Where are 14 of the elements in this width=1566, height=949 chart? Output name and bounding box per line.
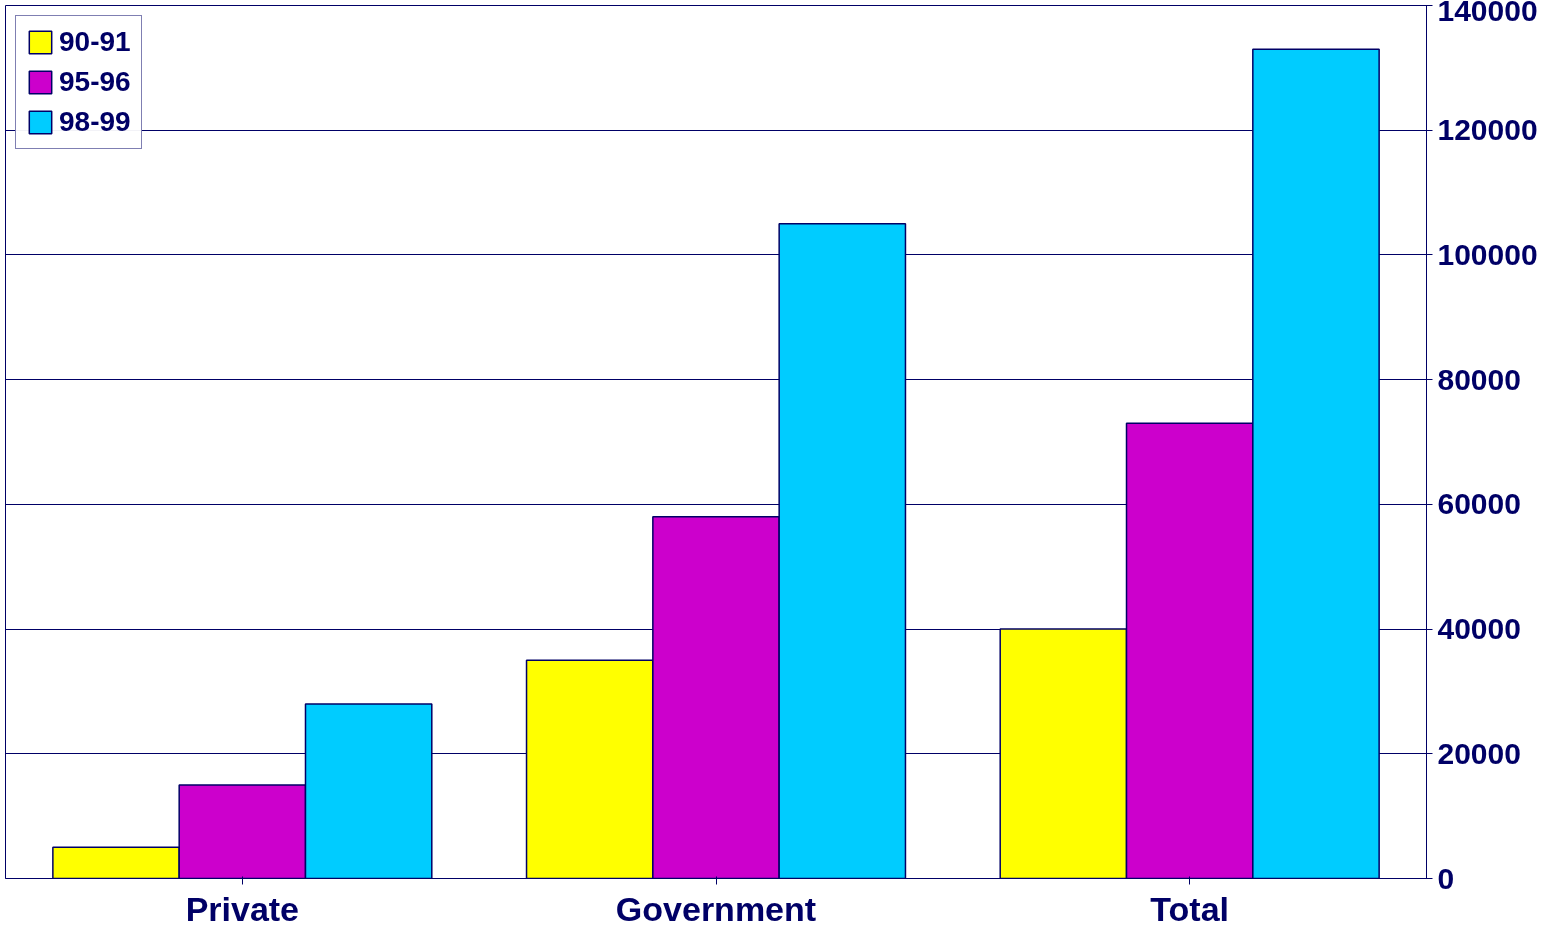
y-tick-label: 20000 bbox=[1437, 736, 1521, 770]
y-tick-label: 0 bbox=[1437, 861, 1455, 895]
legend-label: 98-99 bbox=[59, 106, 131, 138]
legend-label: 95-96 bbox=[59, 66, 131, 98]
x-tick-label: Private bbox=[185, 889, 300, 928]
y-tick-label: 80000 bbox=[1437, 362, 1521, 396]
y-tick-label: 120000 bbox=[1437, 113, 1538, 147]
x-tick-label: Government bbox=[615, 889, 817, 928]
x-tick-label: Total bbox=[1150, 889, 1230, 928]
y-tick-label: 140000 bbox=[1437, 0, 1538, 27]
y-tick-label: 100000 bbox=[1437, 237, 1538, 271]
y-tick-label: 60000 bbox=[1437, 487, 1521, 521]
legend-label: 90-91 bbox=[59, 26, 131, 58]
y-tick-label: 40000 bbox=[1437, 612, 1521, 646]
